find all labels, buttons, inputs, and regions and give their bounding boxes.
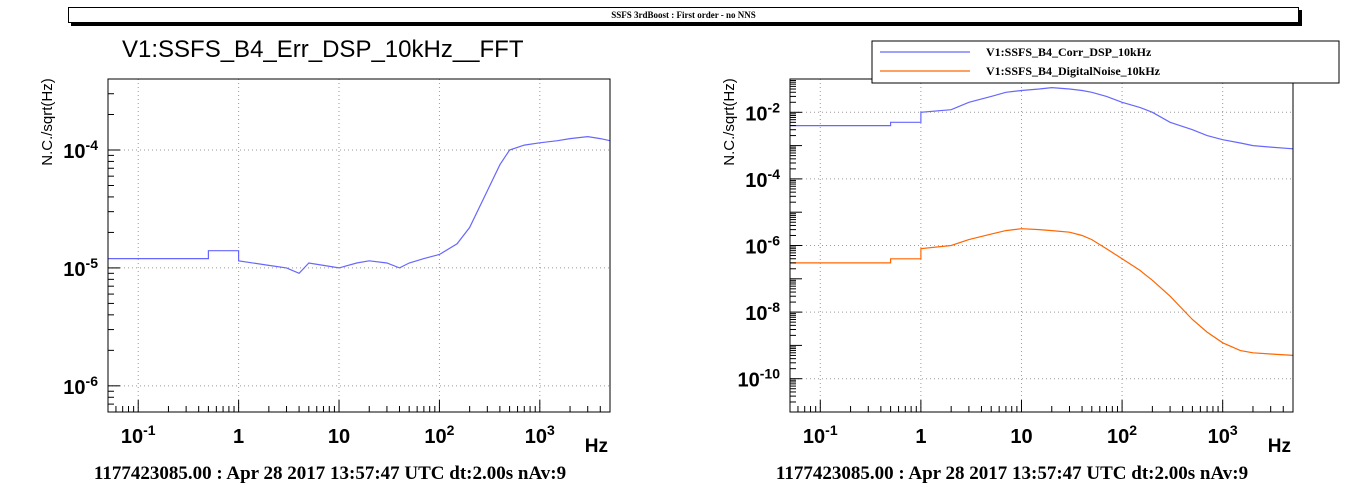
x-tick-label: 102 bbox=[1107, 422, 1137, 448]
series-line-v1-ssfs-b4-corr-dsp-10khz bbox=[790, 86, 1294, 150]
x-tick-label: 1 bbox=[233, 426, 244, 448]
x-axis-label: Hz bbox=[1268, 436, 1291, 457]
y-tick-label: 10-4 bbox=[745, 166, 780, 192]
x-tick-label: 103 bbox=[1208, 422, 1238, 448]
canvas-title-banner: SSFS 3rdBoost : First order - no NNS bbox=[68, 7, 1299, 23]
series-line-v1-ssfs-b4-digitalnoise-10khz bbox=[790, 228, 1294, 356]
legend: V1:SSFS_B4_Corr_DSP_10kHz V1:SSFS_B4_Digi… bbox=[871, 40, 1340, 84]
x-tick-label: 1 bbox=[915, 426, 926, 448]
y-tick-label: 10-4 bbox=[63, 137, 98, 163]
x-axis-label: Hz bbox=[585, 436, 608, 457]
legend-box bbox=[871, 40, 1340, 84]
x-tick-label: 10-1 bbox=[121, 422, 156, 448]
x-tick-label: 10 bbox=[328, 426, 350, 448]
x-tick-label: 10 bbox=[1010, 426, 1032, 448]
plot-frame bbox=[789, 78, 1294, 413]
grid bbox=[108, 79, 610, 412]
y-axis-label: N.C./sqrt(Hz) bbox=[39, 78, 56, 166]
y-tick-label: 10-2 bbox=[745, 99, 780, 125]
series-line-0 bbox=[108, 135, 611, 275]
footer-timestamp: 1177423085.00 : Apr 28 2017 13:57:47 UTC… bbox=[776, 463, 1248, 484]
x-tick-label: 10-1 bbox=[803, 422, 838, 448]
x-axis-ticks bbox=[107, 400, 611, 412]
x-tick-label: 103 bbox=[525, 422, 555, 448]
y-axis-label: N.C./sqrt(Hz) bbox=[721, 78, 738, 166]
y-tick-label: 10-6 bbox=[745, 233, 780, 259]
grid bbox=[790, 79, 1293, 412]
y-tick-label: 10-10 bbox=[738, 366, 781, 392]
x-axis-ticks bbox=[789, 400, 1294, 412]
y-tick-label: 10-6 bbox=[63, 373, 98, 399]
legend-entry: V1:SSFS_B4_Corr_DSP_10kHz bbox=[986, 45, 1152, 59]
legend-entry: V1:SSFS_B4_DigitalNoise_10kHz bbox=[986, 64, 1161, 78]
plot-frame bbox=[107, 78, 611, 413]
y-axis-ticks bbox=[108, 78, 120, 413]
chart-title: V1:SSFS_B4_Err_DSP_10kHz__FFT bbox=[122, 36, 524, 63]
panel-corr-digitalnoise: 10-1 1 10 102 103 10-10 10-8 10-6 10-4 10-2 Hz N.C.… bbox=[721, 40, 1340, 484]
panel-err-fft: V1:SSFS_B4_Err_DSP_10kHz__FFT 10-1 1 10 102 1… bbox=[39, 36, 611, 484]
y-tick-label: 10-8 bbox=[745, 299, 780, 325]
y-axis-ticks bbox=[790, 78, 802, 413]
x-tick-label: 102 bbox=[424, 422, 454, 448]
y-tick-label: 10-5 bbox=[63, 255, 98, 281]
footer-timestamp: 1177423085.00 : Apr 28 2017 13:57:47 UTC… bbox=[94, 463, 566, 484]
